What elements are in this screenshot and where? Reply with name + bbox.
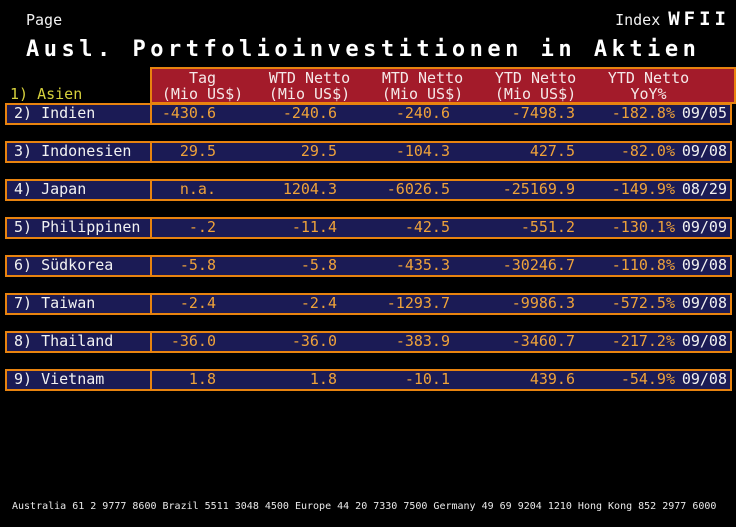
table-row-japan[interactable]: 4) Japan n.a. 1204.3 -6026.5 -25169.9 -1…: [5, 179, 732, 201]
country-label[interactable]: 4) Japan: [7, 181, 152, 199]
index-code[interactable]: WFII: [668, 8, 730, 30]
tag-value: n.a.: [179, 180, 216, 198]
country-label[interactable]: 8) Thailand: [7, 333, 152, 351]
region-label-asien[interactable]: 1) Asien: [10, 85, 83, 103]
asof-date: 09/08: [681, 370, 727, 388]
yoy-value: -82.0%: [620, 142, 675, 160]
wtd-value: -36.0: [291, 332, 337, 350]
column-header-mtd-line2: (Mio US$): [381, 85, 464, 103]
ytd-value: -7498.3: [511, 104, 575, 122]
wtd-value: -5.8: [300, 256, 337, 274]
country-label[interactable]: 6) Südkorea: [7, 257, 152, 275]
country-label[interactable]: 9) Vietnam: [7, 371, 152, 389]
mtd-value: -42.5: [404, 218, 450, 236]
mtd-value: -383.9: [395, 332, 450, 350]
ytd-value: -30246.7: [502, 256, 575, 274]
table-row-philippinen[interactable]: 5) Philippinen -.2 -11.4 -42.5 -551.2 -1…: [5, 217, 732, 239]
wtd-value: -2.4: [300, 294, 337, 312]
ytd-value: 439.6: [529, 370, 575, 388]
mtd-value: -10.1: [404, 370, 450, 388]
ytd-value: -9986.3: [511, 294, 575, 312]
table-row-thailand[interactable]: 8) Thailand -36.0 -36.0 -383.9 -3460.7 -…: [5, 331, 732, 353]
table-row-vietnam[interactable]: 9) Vietnam 1.8 1.8 -10.1 439.6 -54.9% 09…: [5, 369, 732, 391]
tag-value: -2.4: [179, 294, 216, 312]
wtd-value: 29.5: [300, 142, 337, 160]
table-row-indonesien[interactable]: 3) Indonesien 29.5 29.5 -104.3 427.5 -82…: [5, 141, 732, 163]
column-header: Tag (Mio US$) WTD Netto (Mio US$) MTD Ne…: [150, 67, 736, 104]
ytd-value: -25169.9: [502, 180, 575, 198]
wtd-value: 1.8: [309, 370, 337, 388]
tag-value: 29.5: [179, 142, 216, 160]
wtd-value: 1204.3: [282, 180, 337, 198]
tag-value: 1.8: [188, 370, 216, 388]
column-header-ytd-line1: YTD Netto: [494, 69, 577, 87]
asof-date: 09/05: [681, 104, 727, 122]
column-header-wtd: WTD Netto (Mio US$): [253, 69, 366, 102]
yoy-value: -182.8%: [611, 104, 675, 122]
index-label: Index: [615, 11, 661, 29]
page-title: Ausl. Portfolioinvestitionen in Aktien: [26, 37, 701, 62]
terminal-footer: Australia 61 2 9777 8600 Brazil 5511 304…: [12, 467, 728, 527]
mtd-value: -6026.5: [386, 180, 450, 198]
column-header-tag-line2: (Mio US$): [161, 85, 244, 103]
ytd-value: -3460.7: [511, 332, 575, 350]
page-label: Page: [26, 11, 63, 29]
yoy-value: -54.9%: [620, 370, 675, 388]
tag-value: -5.8: [179, 256, 216, 274]
ytd-value: 427.5: [529, 142, 575, 160]
country-label[interactable]: 2) Indien: [7, 105, 152, 123]
column-header-tag-line1: Tag: [188, 69, 217, 87]
yoy-value: -149.9%: [611, 180, 675, 198]
country-label[interactable]: 5) Philippinen: [7, 219, 152, 237]
table-row-indien[interactable]: 2) Indien -430.6 -240.6 -240.6 -7498.3 -…: [5, 103, 732, 125]
asof-date: 09/08: [681, 332, 727, 350]
table-row-taiwan[interactable]: 7) Taiwan -2.4 -2.4 -1293.7 -9986.3 -572…: [5, 293, 732, 315]
asof-date: 08/29: [681, 180, 727, 198]
column-header-mtd: MTD Netto (Mio US$): [366, 69, 479, 102]
mtd-value: -435.3: [395, 256, 450, 274]
column-header-yoy-line1: YTD Netto: [607, 69, 690, 87]
ytd-value: -551.2: [520, 218, 575, 236]
asof-date: 09/09: [681, 218, 727, 236]
country-label[interactable]: 7) Taiwan: [7, 295, 152, 313]
column-header-mtd-line1: MTD Netto: [381, 69, 464, 87]
yoy-value: -217.2%: [611, 332, 675, 350]
wtd-value: -240.6: [282, 104, 337, 122]
wtd-value: -11.4: [291, 218, 337, 236]
column-header-wtd-line1: WTD Netto: [268, 69, 351, 87]
asof-date: 09/08: [681, 142, 727, 160]
tag-value: -430.6: [161, 104, 216, 122]
yoy-value: -572.5%: [611, 294, 675, 312]
mtd-value: -104.3: [395, 142, 450, 160]
asof-date: 09/08: [681, 294, 727, 312]
footer-contact-line1: Australia 61 2 9777 8600 Brazil 5511 304…: [12, 501, 717, 512]
column-header-yoy-line2: YoY%: [630, 85, 667, 103]
tag-value: -36.0: [170, 332, 216, 350]
yoy-value: -130.1%: [611, 218, 675, 236]
mtd-value: -1293.7: [386, 294, 450, 312]
column-header-ytd: YTD Netto (Mio US$): [479, 69, 592, 102]
index-field: Index WFII: [615, 8, 730, 30]
country-label[interactable]: 3) Indonesien: [7, 143, 152, 161]
column-header-yoy: YTD Netto YoY%: [592, 69, 705, 102]
yoy-value: -110.8%: [611, 256, 675, 274]
mtd-value: -240.6: [395, 104, 450, 122]
column-header-wtd-line2: (Mio US$): [268, 85, 351, 103]
column-header-ytd-line2: (Mio US$): [494, 85, 577, 103]
tag-value: -.2: [188, 218, 216, 236]
table-row-suedkorea[interactable]: 6) Südkorea -5.8 -5.8 -435.3 -30246.7 -1…: [5, 255, 732, 277]
asof-date: 09/08: [681, 256, 727, 274]
column-header-tag: Tag (Mio US$): [152, 69, 253, 102]
